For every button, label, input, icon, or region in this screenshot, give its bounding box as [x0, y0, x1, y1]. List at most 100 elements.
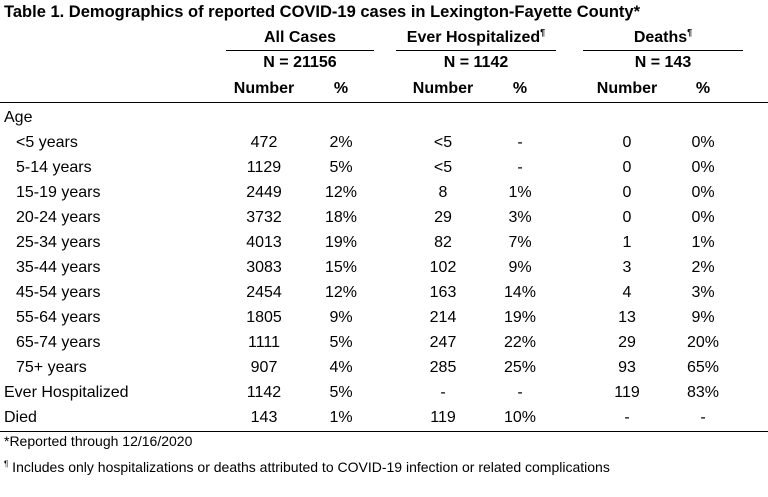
all-cases-number-cell: 2454 — [246, 283, 282, 301]
table-row: <5 years 472 2% <5 - 0 0% — [0, 130, 734, 155]
hosp-number-cell: 214 — [429, 308, 457, 326]
group-underline-ever-hospitalized — [396, 50, 556, 51]
row-label: 25-34 years — [16, 233, 101, 251]
hosp-number-cell: 285 — [429, 358, 457, 376]
hosp-percent-cell: 7% — [508, 233, 532, 251]
group-mark: ¶ — [687, 27, 693, 38]
deaths-number-cell: 29 — [618, 333, 636, 351]
spacer-cell — [376, 380, 398, 405]
hosp-number-cell: 8 — [438, 183, 448, 201]
table-title: Table 1. Demographics of reported COVID-… — [4, 3, 640, 21]
subheader-number: Number — [596, 80, 658, 97]
group-underline-deaths — [583, 50, 743, 51]
spacer-cell — [552, 230, 582, 255]
n-deaths: N = 143 — [634, 54, 692, 71]
deaths-percent-cell: 2% — [691, 258, 715, 276]
all-cases-number-cell: 1129 — [246, 158, 282, 176]
footnote-text: Includes only hospitalizations or deaths… — [8, 459, 610, 475]
all-cases-percent-cell: 18% — [324, 208, 358, 226]
hosp-percent-cell: 3% — [508, 208, 532, 226]
group-label: All Cases — [263, 29, 337, 46]
footnote-reported: *Reported through 12/16/2020 — [4, 433, 193, 449]
header-rule — [0, 102, 768, 103]
spacer-cell — [376, 405, 398, 430]
deaths-percent-cell: 65% — [686, 358, 720, 376]
group-header-deaths: Deaths¶ — [583, 27, 743, 47]
spacer-cell — [552, 330, 582, 355]
deaths-number-cell: 0 — [622, 158, 632, 176]
row-label: Age — [4, 108, 33, 126]
deaths-percent-cell: 20% — [686, 333, 720, 351]
hosp-percent-cell: 22% — [503, 333, 537, 351]
spacer-cell — [552, 355, 582, 380]
spacer-cell — [552, 255, 582, 280]
hosp-percent-cell: 14% — [503, 283, 537, 301]
all-cases-percent-cell: 12% — [324, 183, 358, 201]
deaths-number-cell: 0 — [622, 183, 632, 201]
subheader-percent: % — [512, 80, 528, 97]
row-label: 20-24 years — [16, 208, 101, 226]
all-cases-percent-cell: 5% — [329, 158, 353, 176]
subheader-percent: % — [695, 80, 711, 97]
deaths-percent-cell: 1% — [691, 233, 715, 251]
row-label: 55-64 years — [16, 308, 101, 326]
row-label: 45-54 years — [16, 283, 101, 301]
footnote-includes: ¶ Includes only hospitalizations or deat… — [4, 459, 610, 475]
table-row: 55-64 years 1805 9% 214 19% 13 9% — [0, 305, 734, 330]
hosp-number-cell: <5 — [433, 158, 453, 176]
all-cases-percent-cell: 2% — [329, 133, 353, 151]
hosp-number-cell: 29 — [434, 208, 452, 226]
group-header-all-cases: All Cases — [226, 29, 374, 47]
deaths-percent-cell: 83% — [686, 383, 720, 401]
all-cases-number-cell: 2449 — [246, 183, 282, 201]
spacer-cell — [552, 305, 582, 330]
all-cases-number-cell: 143 — [250, 408, 278, 426]
table-row: 25-34 years 4013 19% 82 7% 1 1% — [0, 230, 734, 255]
table-row: 45-54 years 2454 12% 163 14% 4 3% — [0, 280, 734, 305]
demographics-table: Age <5 years 472 2% <5 - 0 0% 5-14 years 1129 5% <… — [0, 105, 734, 430]
footnote-mark: ¶ — [4, 459, 9, 469]
group-label: Deaths — [633, 29, 688, 46]
row-label: Ever Hospitalized — [4, 383, 129, 401]
all-cases-number-cell: 1142 — [246, 383, 282, 401]
spacer-cell — [552, 155, 582, 180]
all-cases-percent-cell: 15% — [324, 258, 358, 276]
subheader-percent: % — [333, 80, 349, 97]
all-cases-percent-cell: 19% — [324, 233, 358, 251]
all-cases-percent-cell: 4% — [329, 358, 353, 376]
hosp-number-cell: 102 — [429, 258, 457, 276]
all-cases-percent-cell: 5% — [329, 333, 353, 351]
deaths-number-cell: 93 — [618, 358, 636, 376]
table-row: 75+ years 907 4% 285 25% 93 65% — [0, 355, 734, 380]
row-label: 65-74 years — [16, 333, 101, 351]
table-row-age-section: Age — [0, 105, 734, 130]
spacer-cell — [376, 355, 398, 380]
all-cases-number-cell: 907 — [250, 358, 278, 376]
hosp-percent-cell: 1% — [508, 183, 532, 201]
all-cases-number-cell: 472 — [250, 133, 278, 151]
spacer-cell — [376, 330, 398, 355]
deaths-number-cell: 119 — [614, 383, 640, 401]
table-row: 15-19 years 2449 12% 8 1% 0 0% — [0, 180, 734, 205]
row-label: 35-44 years — [16, 258, 101, 276]
table-row: 35-44 years 3083 15% 102 9% 3 2% — [0, 255, 734, 280]
deaths-percent-cell: 0% — [691, 183, 715, 201]
hosp-percent-cell: - — [517, 158, 523, 176]
row-label: Died — [4, 408, 37, 426]
spacer-cell — [552, 130, 582, 155]
hosp-number-cell: 119 — [430, 408, 456, 426]
deaths-percent-cell: 0% — [691, 133, 715, 151]
spacer-cell — [376, 255, 398, 280]
all-cases-number-cell: 1805 — [246, 308, 282, 326]
table-row: 20-24 years 3732 18% 29 3% 0 0% — [0, 205, 734, 230]
spacer-cell — [376, 230, 398, 255]
table-body: Age <5 years 472 2% <5 - 0 0% 5-14 years 1129 5% <… — [0, 105, 734, 430]
group-header-ever-hospitalized: Ever Hospitalized¶ — [396, 28, 556, 47]
n-all-cases: N = 21156 — [263, 54, 337, 71]
hosp-percent-cell: - — [517, 383, 523, 401]
row-label: 75+ years — [16, 358, 87, 376]
subheader-number: Number — [233, 80, 295, 97]
table-row: 5-14 years 1129 5% <5 - 0 0% — [0, 155, 734, 180]
hosp-number-cell: - — [440, 383, 446, 401]
spacer-cell — [376, 155, 398, 180]
